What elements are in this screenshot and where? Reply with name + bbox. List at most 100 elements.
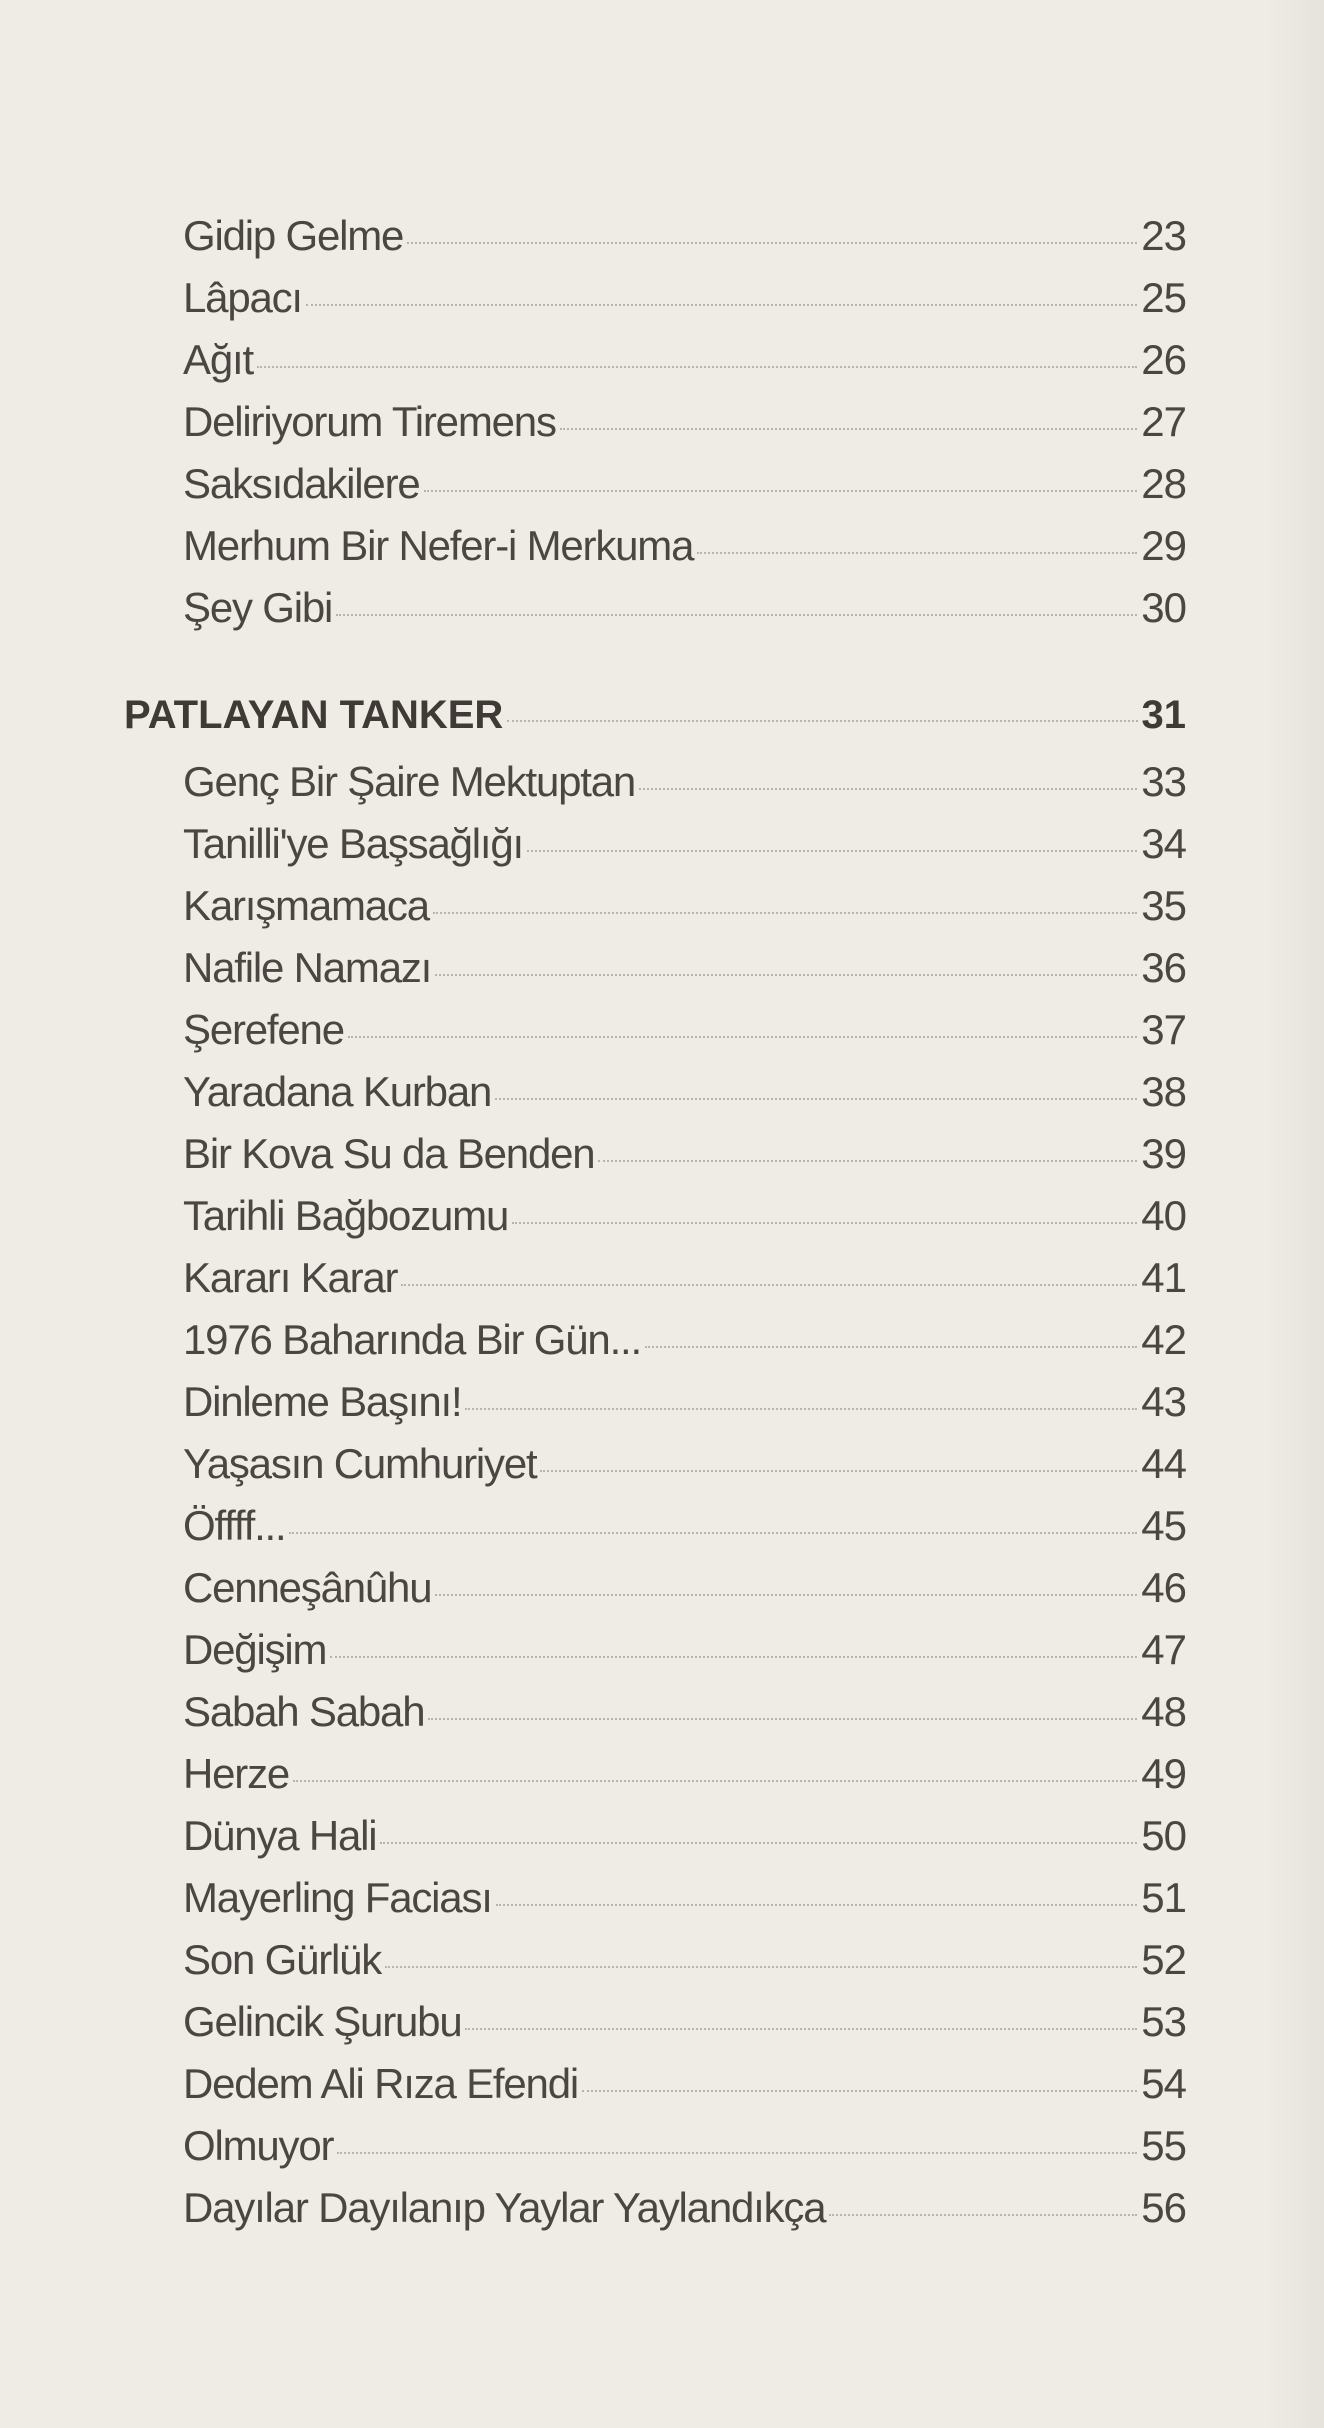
toc-section-heading: PATLAYAN TANKER 31 — [124, 679, 1186, 751]
page-number: 42 — [1141, 1316, 1187, 1363]
dot-leader — [380, 1842, 1138, 1844]
entry-title: Dinleme Başını! — [183, 1378, 463, 1425]
dot-leader — [256, 366, 1138, 368]
entry-title: Tarihli Bağbozumu — [183, 1192, 509, 1239]
toc-entry: Dinleme Başını! 43 — [124, 1371, 1187, 1433]
page-number: 50 — [1141, 1812, 1187, 1859]
toc-entry: Son Gürlük 52 — [124, 1929, 1187, 1991]
entry-title: Herze — [183, 1750, 290, 1797]
entry-title: Yaşasın Cumhuriyet — [183, 1440, 538, 1487]
dot-leader — [293, 1780, 1138, 1782]
dot-leader — [305, 304, 1138, 306]
entry-title: Gelincik Şurubu — [183, 1998, 463, 2045]
page-number: 46 — [1141, 1564, 1187, 1611]
dot-leader — [337, 2152, 1138, 2154]
page-number: 38 — [1141, 1068, 1187, 1115]
dot-leader — [428, 1718, 1138, 1720]
dot-leader — [512, 1222, 1138, 1224]
page-edge-shadow — [1264, 0, 1324, 2428]
page-number: 45 — [1141, 1502, 1187, 1549]
entry-title: Ağıt — [183, 336, 254, 383]
dot-leader — [330, 1656, 1138, 1658]
toc-entry: Ağıt 26 — [124, 329, 1187, 391]
page-number: 51 — [1141, 1874, 1187, 1921]
entry-title: Şey Gibi — [183, 584, 333, 631]
entry-title: Lâpacı — [183, 274, 303, 321]
toc-entry: Saksıdakilere 28 — [124, 453, 1187, 515]
page-number: 43 — [1141, 1378, 1187, 1425]
page-number: 40 — [1141, 1192, 1187, 1239]
dot-leader — [507, 720, 1138, 722]
toc-entry: Genç Bir Şaire Mektuptan 33 — [124, 751, 1187, 813]
toc-entry: Bir Kova Su da Benden 39 — [124, 1123, 1187, 1185]
entry-title: Dayılar Dayılanıp Yaylar Yaylandıkça — [183, 2184, 827, 2231]
entry-title: Bir Kova Su da Benden — [183, 1130, 596, 1177]
dot-leader — [644, 1346, 1138, 1348]
dot-leader — [465, 1408, 1138, 1410]
page-number: 25 — [1141, 274, 1187, 321]
dot-leader — [829, 2214, 1138, 2216]
toc-entry: 1976 Baharında Bir Gün... 42 — [124, 1309, 1187, 1371]
dot-leader — [401, 1284, 1138, 1286]
dot-leader — [495, 1098, 1138, 1100]
entry-title: Karışmamaca — [183, 882, 430, 929]
page-number: 47 — [1141, 1626, 1187, 1673]
toc-entry: Kararı Karar 41 — [124, 1247, 1187, 1309]
page-number: 41 — [1141, 1254, 1187, 1301]
toc-entry: Tanilli'ye Başsağlığı 34 — [124, 813, 1187, 875]
dot-leader — [598, 1160, 1138, 1162]
dot-leader — [385, 1966, 1138, 1968]
entry-title: Nafile Namazı — [183, 944, 432, 991]
entry-title: Mayerling Faciası — [183, 1874, 493, 1921]
entry-title: Değişim — [183, 1626, 327, 1673]
dot-leader — [559, 428, 1138, 430]
dot-leader — [435, 974, 1138, 976]
page-number: 23 — [1141, 212, 1187, 259]
table-of-contents: Gidip Gelme 23 Lâpacı 25 Ağıt 26 Deliriyorum T… — [124, 205, 1187, 2239]
toc-entry: Dayılar Dayılanıp Yaylar Yaylandıkça 56 — [124, 2177, 1187, 2239]
page-number: 29 — [1141, 522, 1187, 569]
entry-title: Son Gürlük — [183, 1936, 382, 1983]
entry-title: Deliriyorum Tiremens — [183, 398, 557, 445]
dot-leader — [465, 2028, 1138, 2030]
dot-leader — [435, 1594, 1138, 1596]
dot-leader — [407, 242, 1138, 244]
page-number: 28 — [1141, 460, 1187, 507]
toc-entry: Yaşasın Cumhuriyet 44 — [124, 1433, 1187, 1495]
entry-title: Sabah Sabah — [183, 1688, 426, 1735]
entry-title: Yaradana Kurban — [183, 1068, 492, 1115]
toc-entry: Karışmamaca 35 — [124, 875, 1187, 937]
dot-leader — [432, 912, 1138, 914]
entry-title: Merhum Bir Nefer-i Merkuma — [183, 522, 694, 569]
entry-title: Kararı Karar — [183, 1254, 399, 1301]
page-number: 54 — [1141, 2060, 1187, 2107]
page-number: 33 — [1141, 758, 1187, 805]
entry-title: Saksıdakilere — [183, 460, 421, 507]
page-number: 35 — [1141, 882, 1187, 929]
page-number: 52 — [1141, 1936, 1187, 1983]
page-number: 48 — [1141, 1688, 1187, 1735]
page-number: 55 — [1141, 2122, 1187, 2169]
toc-entry: Herze 49 — [124, 1743, 1187, 1805]
toc-entry: Gidip Gelme 23 — [124, 205, 1187, 267]
entry-title: Gidip Gelme — [183, 212, 404, 259]
entry-title: Tanilli'ye Başsağlığı — [183, 820, 524, 867]
entry-title: Olmuyor — [183, 2122, 334, 2169]
entry-title: 1976 Baharında Bir Gün... — [183, 1316, 642, 1363]
entry-title: Genç Bir Şaire Mektuptan — [183, 758, 636, 805]
toc-entry: Olmuyor 55 — [124, 2115, 1187, 2177]
dot-leader — [336, 614, 1138, 616]
entry-title: Dünya Hali — [183, 1812, 378, 1859]
toc-entry: Nafile Namazı 36 — [124, 937, 1187, 999]
dot-leader — [582, 2090, 1138, 2092]
entry-title: Şerefene — [183, 1006, 345, 1053]
page-number: 56 — [1141, 2184, 1187, 2231]
toc-entry: Yaradana Kurban 38 — [124, 1061, 1187, 1123]
page-number: 53 — [1141, 1998, 1187, 2045]
page-number: 30 — [1141, 584, 1187, 631]
dot-leader — [495, 1904, 1138, 1906]
dot-leader — [289, 1532, 1138, 1534]
toc-entry: Tarihli Bağbozumu 40 — [124, 1185, 1187, 1247]
toc-entry: Şey Gibi 30 — [124, 577, 1187, 639]
entry-title: Cenneşânûhu — [183, 1564, 433, 1611]
